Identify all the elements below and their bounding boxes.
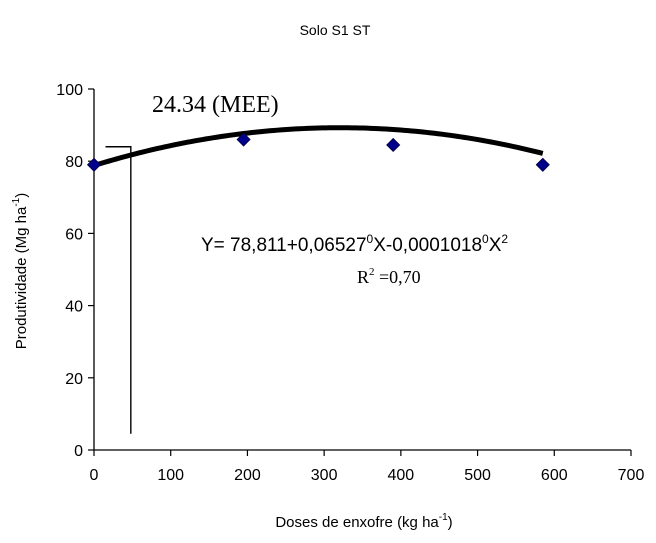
mee-bracket-line <box>105 146 132 434</box>
y-axis-label-end: ) <box>13 193 30 198</box>
data-point <box>386 137 401 153</box>
equation-sup-2: 0 <box>482 232 489 246</box>
x-tick-label: 400 <box>388 467 415 484</box>
r2-label: R2 =0,70 <box>357 266 421 287</box>
data-points <box>86 132 550 172</box>
axes <box>88 88 632 456</box>
x-tick-label: 700 <box>618 467 645 484</box>
x-tick-label: 200 <box>234 467 261 484</box>
y-tick-label: 0 <box>74 443 83 460</box>
y-tick-label: 80 <box>65 154 83 171</box>
equation-part-3: X <box>489 235 502 256</box>
y-axis-label-main: Produtividade (Mg ha <box>13 206 30 349</box>
equation-sup-1: 0 <box>367 232 374 246</box>
equation-sup-3: 2 <box>501 232 508 246</box>
x-axis-label-main: Doses de enxofre (kg ha <box>275 514 439 531</box>
y-axis-label-sup: -1 <box>11 197 22 206</box>
data-point <box>86 157 102 172</box>
x-axis-label: Doses de enxofre (kg ha-1) <box>275 512 452 531</box>
data-point <box>236 132 251 147</box>
equation-label: Y= 78,811+0,065270X-0,00010180X2 <box>201 232 508 256</box>
y-tick-label: 40 <box>65 299 83 316</box>
data-point <box>535 157 550 172</box>
r2-part-2: =0,70 <box>375 267 421 287</box>
mee-annotation: 24.34 (MEE) <box>105 92 279 434</box>
equation-part-1: Y= 78,811+0,06527 <box>201 235 367 256</box>
y-tick-label: 20 <box>65 371 83 388</box>
chart-title: Solo S1 ST <box>300 22 371 38</box>
x-axis-label-sup: -1 <box>439 512 448 523</box>
y-axis-label: Produtividade (Mg ha-1) <box>11 193 30 350</box>
x-tick-label: 100 <box>157 467 184 484</box>
x-tick-label: 300 <box>311 467 338 484</box>
fit-curve <box>93 125 544 168</box>
x-axis-label-end: ) <box>448 514 453 531</box>
mee-label: 24.34 (MEE) <box>152 92 279 118</box>
equation-part-2: X-0,0001018 <box>373 235 482 256</box>
x-tick-label: 0 <box>90 467 99 484</box>
y-tick-label: 60 <box>65 226 83 243</box>
x-tick-label: 600 <box>541 467 568 484</box>
r2-part-1: R <box>357 267 369 287</box>
r2-sup: 2 <box>369 266 375 278</box>
y-tick-label: 100 <box>56 82 83 99</box>
x-tick-label: 500 <box>464 467 491 484</box>
